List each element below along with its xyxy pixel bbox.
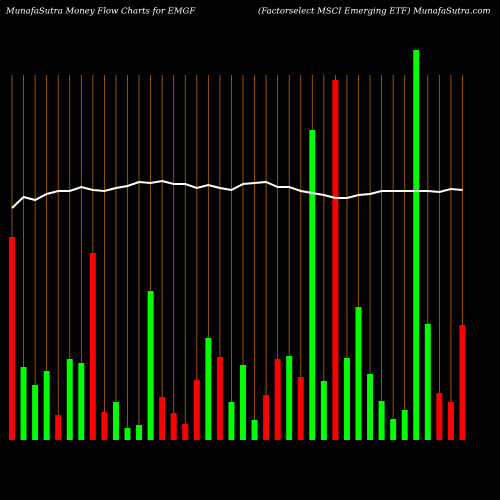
bar <box>112 402 119 440</box>
bar <box>263 395 270 440</box>
chart-subtitle: (Factorselect MSCI Emerging ETF) MunafaS… <box>258 6 491 17</box>
bar <box>89 253 96 440</box>
bar <box>355 307 362 440</box>
bar <box>205 338 212 440</box>
bar <box>286 356 293 440</box>
bar <box>240 365 246 440</box>
bar <box>390 419 397 440</box>
bar <box>159 397 166 440</box>
bar <box>193 380 200 440</box>
bar <box>309 130 316 440</box>
bar <box>124 428 131 440</box>
bar <box>401 410 408 440</box>
bar <box>78 363 85 440</box>
bar <box>101 412 108 440</box>
bar <box>66 359 73 440</box>
bar <box>332 80 339 440</box>
bar <box>274 359 281 440</box>
bar <box>9 237 15 440</box>
money-flow-line <box>11 179 463 209</box>
bar <box>43 371 50 440</box>
bar <box>413 50 420 440</box>
bar <box>320 381 327 440</box>
bar <box>436 393 443 440</box>
bar <box>20 367 27 440</box>
chart-title: MunafaSutra Money Flow Charts for EMGF <box>5 7 196 17</box>
bar <box>297 377 304 440</box>
bar <box>170 413 177 440</box>
bar <box>182 424 189 440</box>
bar <box>55 415 62 440</box>
bar <box>343 358 350 440</box>
bar <box>136 425 143 440</box>
bar <box>447 402 454 440</box>
bar <box>147 291 154 440</box>
bar <box>367 374 374 440</box>
bar <box>378 401 385 440</box>
bar <box>424 324 431 440</box>
bar <box>228 402 235 440</box>
bar <box>216 357 223 440</box>
bar <box>459 325 466 440</box>
bar <box>251 420 258 440</box>
bar <box>32 385 39 440</box>
